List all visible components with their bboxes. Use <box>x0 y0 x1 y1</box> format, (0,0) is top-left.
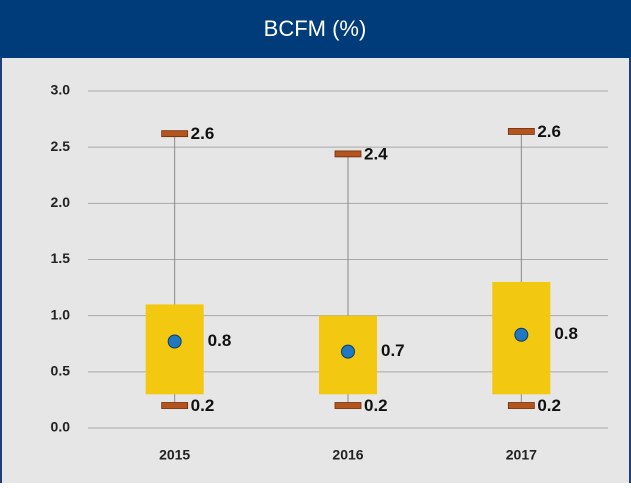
x-tick-label: 2015 <box>159 447 190 463</box>
min-cap <box>507 402 535 409</box>
x-tick-label: 2016 <box>332 447 363 463</box>
y-tick-label: 0.0 <box>51 419 71 435</box>
max-label: 2.4 <box>364 144 388 163</box>
mean-label: 0.7 <box>381 341 405 360</box>
mean-dot <box>167 334 182 349</box>
max-label: 2.6 <box>191 124 215 143</box>
max-cap <box>507 128 535 135</box>
min-cap <box>161 402 189 409</box>
mean-dot <box>341 344 355 359</box>
box <box>145 304 204 395</box>
y-tick-label: 2.0 <box>51 194 71 210</box>
min-label: 0.2 <box>191 396 215 415</box>
max-cap <box>334 150 362 158</box>
mean-label: 0.8 <box>554 324 578 343</box>
max-cap <box>161 130 189 138</box>
max-label: 2.6 <box>537 122 561 141</box>
x-tick-label: 2017 <box>506 447 537 463</box>
header <box>0 0 631 58</box>
mean-label: 0.8 <box>208 331 232 350</box>
y-tick-label: 1.5 <box>51 250 71 266</box>
min-cap <box>334 402 362 409</box>
mean-dot <box>514 327 529 342</box>
y-tick-label: 1.0 <box>51 306 71 322</box>
y-tick-label: 2.5 <box>51 138 71 154</box>
min-label: 0.2 <box>364 396 388 415</box>
chart-title: BCFM (%) <box>264 16 367 41</box>
y-tick-label: 0.5 <box>51 363 71 379</box>
min-label: 0.2 <box>537 396 561 415</box>
y-tick-label: 3.0 <box>51 82 71 98</box>
